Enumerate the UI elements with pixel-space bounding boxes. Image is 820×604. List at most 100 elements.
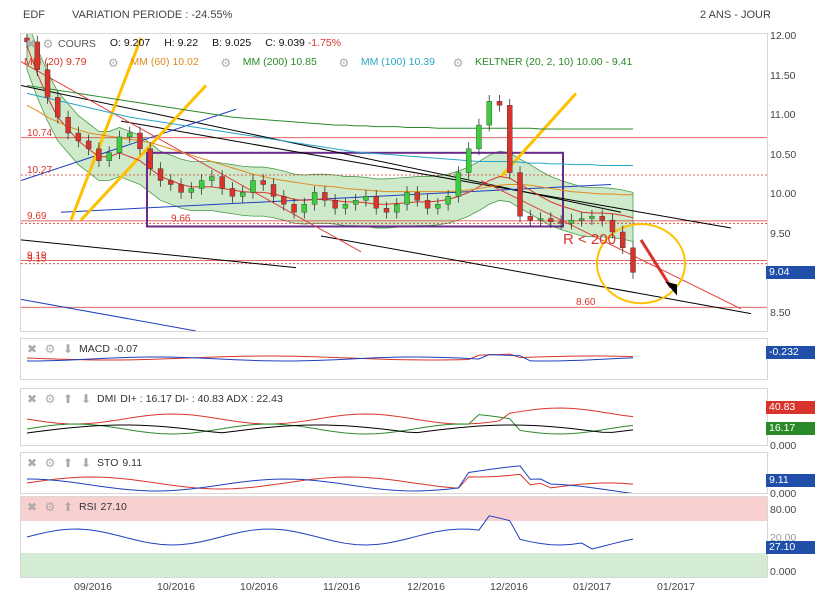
mm60-legend[interactable]: MM (60) 10.02 (130, 56, 199, 68)
settings-icon[interactable]: ⚙ (44, 342, 56, 356)
arrow-down-icon[interactable]: ⬇ (62, 342, 74, 356)
mm100-legend[interactable]: MM (100) 10.39 (360, 56, 435, 68)
dmi-tag-red: 40.83 (766, 401, 815, 414)
close-icon[interactable]: ✖ (26, 500, 38, 514)
time-tick: 11/2016 (323, 581, 361, 593)
candle (352, 200, 359, 205)
trend-line (21, 108, 237, 181)
candle (332, 200, 338, 209)
candle (322, 192, 328, 201)
settings-icon[interactable]: ⚙ (44, 456, 56, 470)
candle (507, 105, 513, 173)
candle (435, 204, 441, 209)
consolidation-box (146, 151, 564, 228)
macd-legend: ✖ ⚙ ⬇ MACD -0.07 (25, 342, 138, 356)
keltner-legend[interactable]: KELTNER (20, 2, 10) 10.00 - 9.41 (474, 56, 633, 68)
level-label: 10.74 (27, 128, 52, 139)
sto-svg (26, 465, 634, 493)
candle (383, 208, 390, 213)
close-icon[interactable]: ✖ (26, 342, 38, 356)
arrow-up-icon[interactable]: ⬆ (62, 392, 74, 406)
level-label: 9.69 (27, 211, 47, 222)
mm20-legend[interactable]: MM (20) 9.79 (24, 56, 87, 68)
price-tick: 8.50 (770, 307, 791, 320)
symbol-title: EDF (23, 9, 45, 21)
yellow-trend-line (79, 84, 208, 222)
level-label: 9.15 (27, 254, 47, 265)
candle (178, 184, 184, 193)
macd-value: -0.07 (113, 343, 138, 355)
close-icon[interactable]: ✖ (26, 392, 38, 406)
arrow-up-icon[interactable]: ⬆ (62, 456, 74, 470)
close-value-group: C: 9.039 -1.75% (265, 37, 341, 51)
settings-icon[interactable]: ⚙ (44, 392, 56, 406)
rsi-label: RSI (79, 501, 97, 513)
period-selector[interactable]: 2 ANS - JOUR (700, 9, 771, 21)
price-tick: 12.00 (770, 29, 797, 42)
sto-d-line (26, 473, 634, 490)
settings-icon[interactable]: ⚙ (338, 56, 350, 70)
candle (250, 180, 256, 193)
settings-icon[interactable]: ⚙ (452, 56, 464, 70)
mm200-legend[interactable]: MM (200) 10.85 (242, 56, 317, 68)
cours-legend[interactable]: ✖ ⚙ COURS (24, 37, 96, 51)
rsi-legend: ✖ ⚙ ⬆ RSI 27.10 (25, 500, 127, 514)
candle (75, 132, 82, 142)
settings-icon[interactable]: ⚙ (108, 56, 119, 70)
arrow-down-icon[interactable]: ⬇ (80, 392, 92, 406)
candle (548, 218, 554, 222)
candle (85, 140, 92, 150)
mm200-line (26, 84, 633, 130)
settings-icon[interactable]: ⚙ (42, 37, 54, 51)
red-arrow-head (665, 281, 677, 296)
candle (137, 132, 143, 150)
candle (342, 204, 349, 209)
candle (455, 172, 462, 197)
candle (394, 204, 400, 213)
r-less-200-text: R < 200 (563, 231, 616, 248)
yellow-circle (596, 223, 686, 305)
rsi-oversold-zone (21, 553, 767, 577)
time-tick: 01/2017 (573, 581, 611, 593)
dmi-label: DMI (97, 393, 117, 405)
sto-panel: ✖ ⚙ ⬆ ⬇ STO 9.11 (20, 452, 768, 494)
rsi-svg (26, 515, 634, 550)
candle (24, 37, 30, 43)
rsi-tag: 27.10 (766, 541, 815, 554)
candle (609, 219, 616, 233)
level-label: 10.27 (27, 165, 52, 176)
trend-line (21, 298, 197, 331)
candle (301, 204, 308, 213)
arrow-up-icon[interactable]: ⬆ (62, 500, 74, 514)
time-tick: 10/2016 (240, 581, 278, 593)
trend-line (21, 239, 297, 269)
candle (558, 221, 564, 224)
rsi-tick-80: 80.00 (770, 504, 797, 516)
dmi-tag-green: 16.17 (766, 422, 815, 435)
sto-value: 9.11 (122, 457, 143, 469)
close-icon[interactable]: ✖ (26, 456, 38, 470)
dmi-panel: ✖ ⚙ ⬆ ⬇ DMI DI+ : 16.17 DI- : 40.83 ADX … (20, 388, 768, 446)
candle (147, 148, 153, 169)
candle (239, 192, 246, 197)
dmi-plus-line (26, 414, 634, 435)
rsi-panel: ✖ ⚙ ⬆ RSI 27.10 (20, 496, 768, 578)
candle (188, 188, 195, 193)
yellow-trend-line (69, 37, 143, 221)
price-tick: 10.00 (770, 188, 797, 201)
dmi-minus-line (26, 407, 634, 425)
trend-line (320, 235, 752, 315)
sto-label: STO (97, 457, 119, 469)
open-value: O: 9.207 (109, 37, 151, 49)
variation-periode: VARIATION PERIODE : -24.55% (72, 9, 233, 21)
macd-svg (26, 353, 634, 362)
settings-icon[interactable]: ⚙ (44, 500, 56, 514)
close-icon[interactable]: ✖ (25, 37, 37, 51)
settings-icon[interactable]: ⚙ (220, 56, 232, 70)
adx-line (26, 424, 634, 434)
mm60-line (26, 104, 633, 196)
arrow-down-icon[interactable]: ⬇ (80, 456, 92, 470)
candle (630, 247, 636, 273)
candle (445, 196, 451, 205)
time-tick: 01/2017 (657, 581, 695, 593)
